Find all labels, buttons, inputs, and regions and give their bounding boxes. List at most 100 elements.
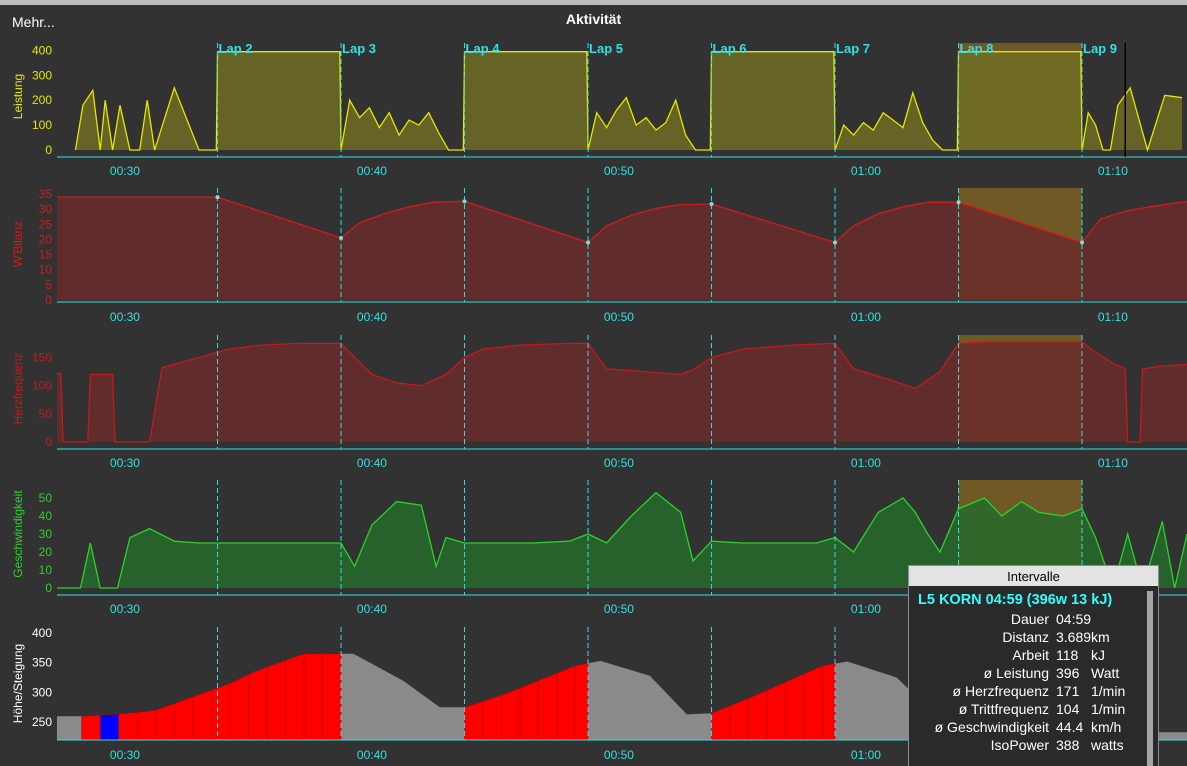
gradient-segment (482, 694, 502, 741)
tooltip-scrollbar[interactable] (1147, 591, 1153, 766)
tooltip-row-unit: 1/min (1091, 701, 1126, 717)
time-tick-label: 01:00 (851, 602, 881, 616)
gradient-segment (501, 687, 521, 741)
gradient-segment (822, 663, 836, 741)
power-line (74, 51, 1183, 153)
gradient-segment (136, 709, 157, 741)
time-tick-label: 00:40 (357, 602, 387, 616)
gradient-segment (285, 653, 305, 741)
tooltip-row-label: ø Leistung (983, 665, 1049, 681)
tooltip-row-value: 104 (1056, 701, 1080, 717)
tooltip-row-value: 396 (1056, 665, 1080, 681)
tooltip-row-label: ø Geschwindigkeit (934, 719, 1049, 735)
time-tick-label: 00:30 (110, 748, 140, 762)
speed-area (57, 492, 1187, 588)
tooltip-row-unit: km (1091, 629, 1110, 645)
y-tick-label: 50 (39, 407, 53, 421)
tooltip-row: IsoPower 388 watts (909, 737, 1158, 755)
y-tick-label: 20 (39, 232, 53, 246)
chart-title: Aktivität (565, 11, 622, 27)
tooltip-row-label: ø Herzfrequenz (952, 683, 1049, 699)
tooltip-row-value: 04:59 (1056, 611, 1092, 627)
lap-label: Lap 9 (1083, 41, 1117, 56)
gradient-segment (99, 713, 120, 741)
y-axis-label: W'Bilanz (11, 221, 25, 267)
gradient-segment (174, 696, 194, 741)
lap-marker-dot (1080, 240, 1085, 245)
y-tick-label: 35 (39, 187, 53, 201)
panel-power: 00:30 00:40 00:50 01:00 01:10 0 100 200 300 400 Le… (11, 41, 1187, 178)
time-tick-label: 00:50 (604, 164, 634, 178)
gradient-segment (303, 653, 323, 741)
time-tick-label: 01:00 (851, 310, 881, 324)
time-tick-label: 01:10 (1098, 456, 1128, 470)
tooltip-header: Intervalle (909, 566, 1158, 586)
y-axis-label: Herzfrequenz (11, 352, 25, 424)
tooltip-row-value: 3.689 (1056, 629, 1092, 645)
tooltip-row: ø Geschwindigkeit 44.4 km/h (909, 719, 1158, 737)
tooltip-row: Arbeit 118 kJ (909, 647, 1158, 665)
lap-marker-dot (956, 200, 961, 205)
tooltip-row: ø Herzfrequenz 171 1/min (909, 683, 1158, 701)
tooltip-row-unit: 1/min (1091, 683, 1126, 699)
lap-marker-dot (215, 195, 220, 200)
lap-label: Lap 4 (466, 41, 501, 56)
y-tick-label: 0 (45, 293, 52, 307)
tooltip-title: L5 KORN 04:59 (396w 13 kJ) (918, 592, 1113, 608)
top-toolbar-strip (0, 0, 1187, 5)
tooltip-row-value: 388 (1056, 737, 1080, 753)
y-tick-label: 40 (39, 509, 53, 523)
more-menu-button[interactable]: Mehr... (12, 14, 55, 30)
tooltip-row-label: Dauer (1010, 611, 1049, 627)
panel-heartrate: 00:30 00:40 00:50 01:00 01:10 0 50 100 150 Herzfr… (11, 335, 1187, 470)
lap-label: Lap 2 (219, 41, 253, 56)
y-tick-label: 100 (32, 379, 52, 393)
y-tick-label: 5 (45, 278, 52, 292)
lap-label: Lap 7 (836, 41, 870, 56)
gradient-segment (729, 697, 749, 741)
time-tick-label: 00:40 (357, 164, 387, 178)
lap-label: Lap 5 (589, 41, 623, 56)
time-tick-label: 00:50 (604, 310, 634, 324)
tooltip-row-unit: Watt (1091, 665, 1120, 681)
tooltip-row-value: 171 (1056, 683, 1080, 699)
time-tick-label: 01:10 (1098, 310, 1128, 324)
y-tick-label: 400 (32, 43, 52, 57)
y-axis-label: Leistung (11, 74, 25, 119)
lap-label: Lap 8 (960, 41, 994, 56)
gradient-segment (81, 714, 101, 741)
gradient-segment (229, 674, 249, 741)
time-tick-label: 01:10 (1098, 164, 1128, 178)
gradient-segment (575, 662, 589, 741)
time-tick-label: 00:50 (604, 748, 634, 762)
tooltip-row-unit: watts (1091, 737, 1124, 753)
y-tick-label: 20 (39, 545, 53, 559)
time-tick-label: 01:00 (851, 456, 881, 470)
y-tick-label: 0 (45, 435, 52, 449)
time-tick-label: 00:30 (110, 164, 140, 178)
gradient-segment (785, 673, 805, 741)
gradient-segment (118, 712, 138, 741)
gradient-segment (248, 666, 268, 741)
gradient-segment (711, 705, 731, 741)
tooltip-row-label: IsoPower (990, 737, 1049, 753)
gradient-segment (464, 700, 484, 741)
tooltip-row-unit: kJ (1091, 647, 1105, 663)
time-tick-label: 00:50 (604, 602, 634, 616)
y-axis-label: Geschwindigkeit (11, 490, 25, 578)
time-tick-label: 00:40 (357, 456, 387, 470)
gradient-segment (748, 689, 768, 741)
tooltip-row-unit: km/h (1091, 719, 1122, 735)
wbal-area (57, 197, 1187, 300)
y-tick-label: 0 (45, 581, 52, 595)
power-area (75, 51, 1183, 151)
time-tick-label: 01:00 (851, 748, 881, 762)
tooltip-row: Distanz 3.689 km (909, 629, 1158, 647)
lap-marker-dot (462, 199, 467, 204)
y-tick-label: 10 (39, 263, 53, 277)
time-tick-label: 00:40 (357, 748, 387, 762)
lap-label: Lap 6 (713, 41, 747, 56)
panel-altitude: 00:3000:4000:5001:0001:10250300350400Höh… (11, 626, 1187, 762)
lap-marker-dot (586, 240, 591, 245)
